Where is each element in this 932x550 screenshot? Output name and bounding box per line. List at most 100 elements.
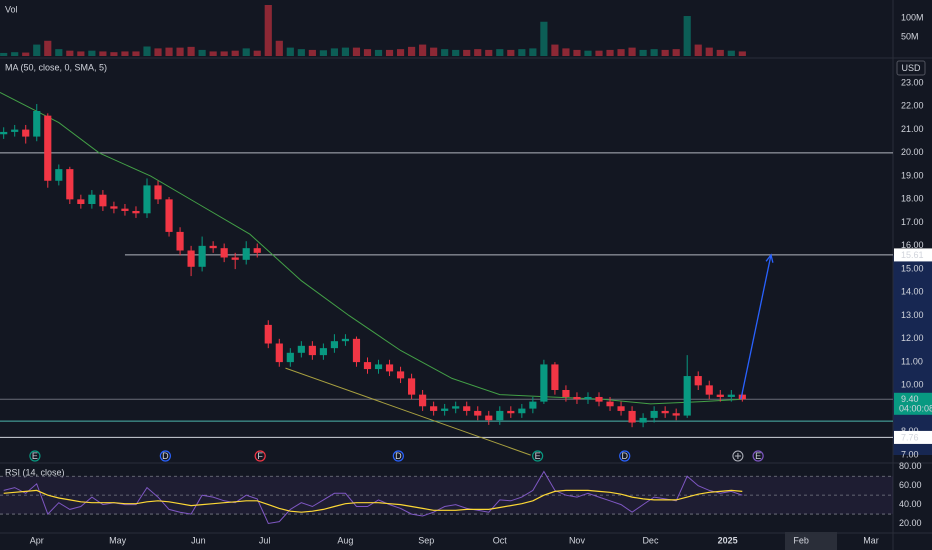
candle-body	[154, 185, 162, 200]
volume-bar	[220, 51, 228, 56]
y-tick-label: 22.00	[901, 101, 924, 111]
volume-bar	[55, 49, 63, 56]
volume-bar	[485, 49, 493, 56]
candle-body	[242, 248, 250, 260]
volume-bar	[419, 44, 427, 56]
volume-bar	[452, 49, 460, 56]
volume-bar	[154, 48, 162, 56]
candle-body	[99, 194, 107, 207]
candle-body	[716, 394, 724, 397]
volume-tick-label: 100M	[901, 12, 924, 22]
price-badge	[894, 392, 932, 415]
candle-body	[253, 248, 261, 253]
candle-body	[727, 394, 735, 397]
arrow	[740, 254, 772, 400]
y-tick-label: 20.00	[901, 147, 924, 157]
rsi-tick-label: 60.00	[899, 480, 922, 490]
candle-body	[330, 341, 338, 349]
volume-bar	[507, 49, 515, 56]
volume-bar	[352, 47, 361, 56]
volume-bar	[529, 48, 537, 56]
candle-body	[110, 206, 118, 209]
countdown: 04:00:08	[899, 404, 932, 414]
volume-bar	[77, 51, 85, 56]
volume-bar	[11, 52, 19, 56]
candle-body	[683, 376, 691, 416]
y-tick-label: 7.00	[901, 449, 919, 459]
candle-body	[143, 185, 151, 214]
y-tick-label: 21.00	[901, 124, 924, 134]
volume-bar	[132, 51, 140, 56]
volume-bar	[319, 50, 327, 56]
volume-bar	[716, 49, 724, 56]
candle-body	[132, 210, 140, 214]
arrow-head	[765, 253, 774, 263]
candle-body	[562, 389, 570, 397]
candle-body	[165, 199, 173, 232]
candle-body	[540, 364, 548, 402]
currency-box[interactable]	[896, 60, 926, 76]
volume-bar	[231, 50, 239, 56]
x-tick-label: Jul	[259, 535, 271, 545]
price-badge-label: 9.40	[901, 394, 919, 404]
x-tick-label: Mar	[863, 535, 879, 545]
candle-body	[341, 338, 350, 342]
volume-bar	[264, 5, 272, 56]
y-tick-label: 12.00	[901, 333, 924, 343]
event-marker	[29, 450, 41, 462]
event-label: F	[257, 451, 263, 461]
volume-bar	[374, 49, 383, 56]
ma-label: MA (50, close, 0, SMA, 5)	[5, 62, 107, 72]
candle-body	[496, 410, 504, 421]
x-tick-label: May	[109, 535, 127, 545]
price-badge-label: 7.76	[901, 432, 919, 442]
candle-body	[231, 257, 239, 260]
volume-bar	[650, 49, 658, 56]
candle-body	[88, 194, 96, 205]
volume-bar	[672, 49, 680, 56]
x-tick-label: Dec	[642, 535, 659, 545]
volume-bar	[363, 49, 372, 56]
candle-body	[66, 169, 74, 200]
candle-body	[308, 345, 316, 356]
volume-bar	[66, 50, 74, 56]
volume-bar	[408, 46, 416, 56]
volume-bar	[165, 47, 173, 56]
y-tick-label: 16.00	[901, 240, 924, 250]
candle-body	[628, 410, 636, 423]
candle-body	[430, 406, 438, 411]
x-tick-label: Sep	[418, 535, 434, 545]
volume-bar	[606, 49, 614, 56]
candle-body	[319, 348, 327, 356]
y-tick-label: 10.00	[901, 380, 924, 390]
volume-bar	[33, 44, 41, 56]
event-marker	[159, 450, 171, 462]
candle-body	[220, 248, 228, 258]
volume-bar	[573, 49, 581, 56]
candle-body	[441, 408, 449, 411]
volume-bar	[474, 49, 482, 56]
volume-bar	[209, 51, 217, 56]
volume-bar	[44, 40, 52, 56]
event-marker	[752, 450, 764, 462]
price-scale-selection	[893, 255, 932, 455]
currency: USD	[901, 63, 921, 73]
volume-bar	[738, 51, 746, 56]
candle-body	[396, 371, 405, 379]
volume-bar	[551, 44, 559, 56]
candle-body	[518, 408, 526, 414]
event-label: E	[535, 451, 541, 461]
volume-bar	[176, 47, 184, 56]
volume-bar	[683, 16, 691, 56]
candle-body	[22, 129, 30, 137]
volume-bar	[727, 50, 735, 56]
add-icon	[734, 453, 741, 459]
volume-bar	[694, 44, 702, 56]
x-tick-label: 2025	[718, 535, 738, 545]
candle-body	[33, 111, 41, 137]
volume-bar	[88, 50, 96, 56]
candle-body	[529, 401, 537, 409]
volume-bar	[540, 21, 548, 56]
